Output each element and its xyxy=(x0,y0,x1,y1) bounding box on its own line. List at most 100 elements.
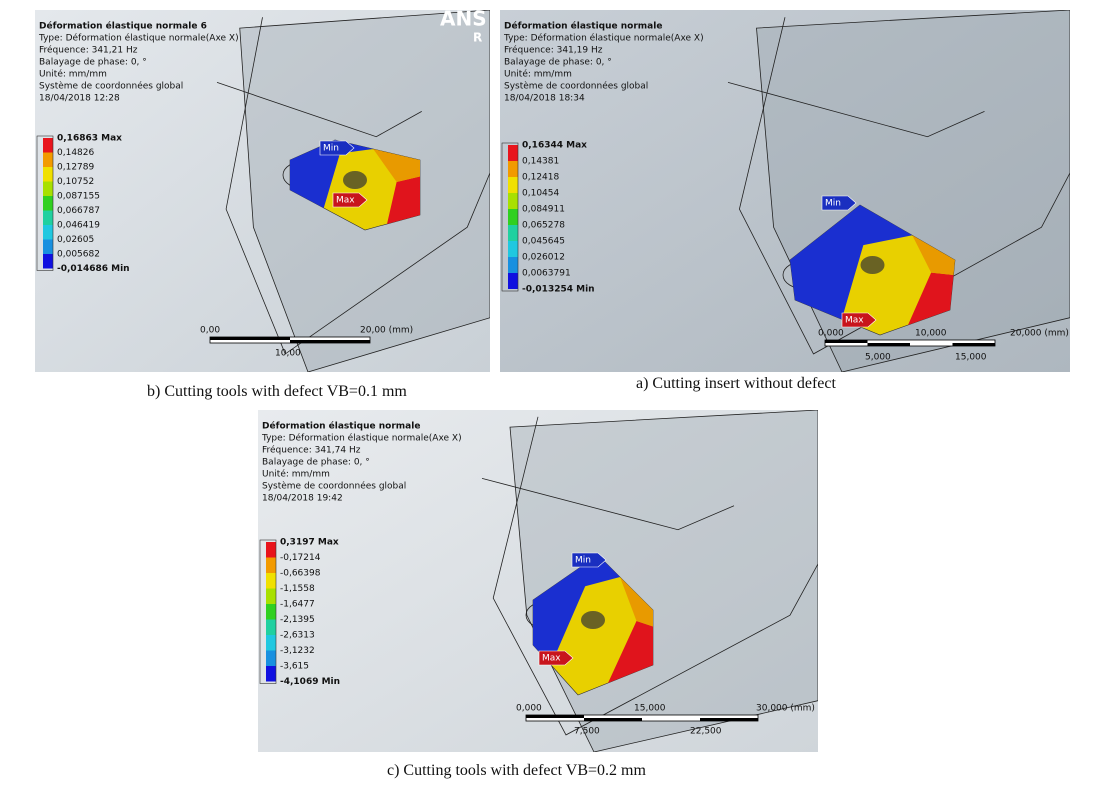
min-tag-label: Min xyxy=(825,199,841,209)
scale-label: 10,00 xyxy=(275,349,301,359)
legend-swatch xyxy=(43,153,53,168)
header-frequency: Fréquence: 341,21 Hz xyxy=(39,45,138,56)
max-tag-label: Max xyxy=(845,316,864,326)
max-tag-label: Max xyxy=(542,654,561,664)
legend-swatch xyxy=(43,254,53,269)
legend-label: 0,0063791 xyxy=(522,269,571,279)
scale-label: 15,000 xyxy=(634,704,666,714)
legend-swatch xyxy=(508,161,518,177)
legend-label: 0,087155 xyxy=(57,192,100,202)
scale-seg xyxy=(700,718,758,721)
header-type: Type: Déformation élastique normale(Axe … xyxy=(261,433,462,444)
header-unit: Unité: mm/mm xyxy=(504,69,572,80)
legend-swatch xyxy=(508,273,518,289)
legend-swatch xyxy=(266,635,276,651)
legend-swatch xyxy=(266,558,276,574)
figure: Min Max Déformation élastique normale 6 Typ… xyxy=(0,0,1094,787)
legend-label: -2,1395 xyxy=(280,615,315,625)
insert-hole xyxy=(861,256,885,274)
legend-label: -3,1232 xyxy=(280,646,315,656)
legend-label: -0,013254 Min xyxy=(522,285,595,295)
scale-label: 7,500 xyxy=(574,727,600,737)
header-phase: Balayage de phase: 0, ° xyxy=(504,58,612,68)
scale-label: 15,000 xyxy=(955,353,987,363)
scale-label: 30,000 (mm) xyxy=(756,704,815,714)
scale-seg xyxy=(868,343,911,346)
min-tag-label: Min xyxy=(575,556,591,566)
legend-label: -0,014686 Min xyxy=(57,264,130,274)
scale-seg xyxy=(584,718,642,721)
logo: R xyxy=(473,31,482,45)
header-coords: Système de coordonnées global xyxy=(39,81,183,92)
legend-swatch xyxy=(266,604,276,620)
header-title: Déformation élastique normale xyxy=(504,21,662,32)
legend-label: 0,3197 Max xyxy=(280,538,339,548)
caption: b) Cutting tools with defect VB=0.1 mm xyxy=(147,383,407,401)
scale-label: 22,500 xyxy=(690,727,722,737)
legend-swatch xyxy=(508,145,518,161)
header-coords: Système de coordonnées global xyxy=(262,481,406,492)
scale-label: 20,000 (mm) xyxy=(1010,329,1069,339)
legend-swatch xyxy=(266,666,276,682)
legend-swatch xyxy=(508,193,518,209)
legend-label: 0,026012 xyxy=(522,253,565,263)
header-frequency: Fréquence: 341,74 Hz xyxy=(262,445,361,456)
header-coords: Système de coordonnées global xyxy=(504,81,648,92)
legend-swatch xyxy=(266,620,276,636)
scale-seg xyxy=(210,337,290,340)
header-date: 18/04/2018 12:28 xyxy=(39,94,120,104)
legend-label: -3,615 xyxy=(280,662,309,672)
legend-label: -1,6477 xyxy=(280,600,315,610)
legend-label: -0,17214 xyxy=(280,553,321,563)
legend-label: -2,6313 xyxy=(280,631,315,641)
legend-label: 0,14381 xyxy=(522,157,559,167)
screenshot-a: Min Max Déformation élastique normaleType:… xyxy=(500,10,1070,372)
legend-swatch xyxy=(508,257,518,273)
legend-label: 0,005682 xyxy=(57,250,100,260)
legend-label: 0,12418 xyxy=(522,173,559,183)
scale-label: 20,00 (mm) xyxy=(360,326,413,336)
header-title: Déformation élastique normale 6 xyxy=(39,21,207,32)
legend-swatch xyxy=(508,209,518,225)
legend-swatch xyxy=(266,589,276,605)
header-date: 18/04/2018 19:42 xyxy=(262,494,343,504)
scale-label: 0,00 xyxy=(200,326,220,336)
header-type: Type: Déformation élastique normale(Axe … xyxy=(503,33,704,44)
legend-label: 0,10454 xyxy=(522,189,559,199)
legend-label: 0,16863 Max xyxy=(57,134,122,144)
legend-label: 0,066787 xyxy=(57,206,100,216)
header-unit: Unité: mm/mm xyxy=(39,69,107,80)
logo: ANS xyxy=(440,10,487,31)
legend-swatch xyxy=(43,240,53,255)
scale-seg xyxy=(526,715,584,718)
insert-hole xyxy=(343,171,367,189)
caption: c) Cutting tools with defect VB=0.2 mm xyxy=(387,762,646,780)
legend-label: 0,084911 xyxy=(522,205,565,215)
scale-seg xyxy=(825,340,868,343)
scale-label: 10,000 xyxy=(915,329,947,339)
legend-label: 0,065278 xyxy=(522,221,565,231)
legend-label: 0,02605 xyxy=(57,235,94,245)
legend-swatch xyxy=(266,542,276,558)
legend-label: 0,12789 xyxy=(57,163,94,173)
legend-label: 0,046419 xyxy=(57,221,100,231)
scale-seg xyxy=(953,343,996,346)
legend-swatch xyxy=(43,211,53,226)
legend-label: 0,045645 xyxy=(522,237,565,247)
min-tag-label: Min xyxy=(323,144,339,154)
legend-label: -4,1069 Min xyxy=(280,677,340,687)
insert-hole xyxy=(581,611,605,629)
scale-seg xyxy=(290,340,370,343)
legend-label: 0,10752 xyxy=(57,177,94,187)
legend-swatch xyxy=(43,182,53,197)
max-tag-label: Max xyxy=(336,196,355,206)
legend-swatch xyxy=(43,167,53,182)
caption: a) Cutting insert without defect xyxy=(636,375,836,393)
legend-swatch xyxy=(266,651,276,667)
header-date: 18/04/2018 18:34 xyxy=(504,94,585,104)
header-phase: Balayage de phase: 0, ° xyxy=(39,58,147,68)
legend-label: -0,66398 xyxy=(280,569,321,579)
header-unit: Unité: mm/mm xyxy=(262,469,330,480)
